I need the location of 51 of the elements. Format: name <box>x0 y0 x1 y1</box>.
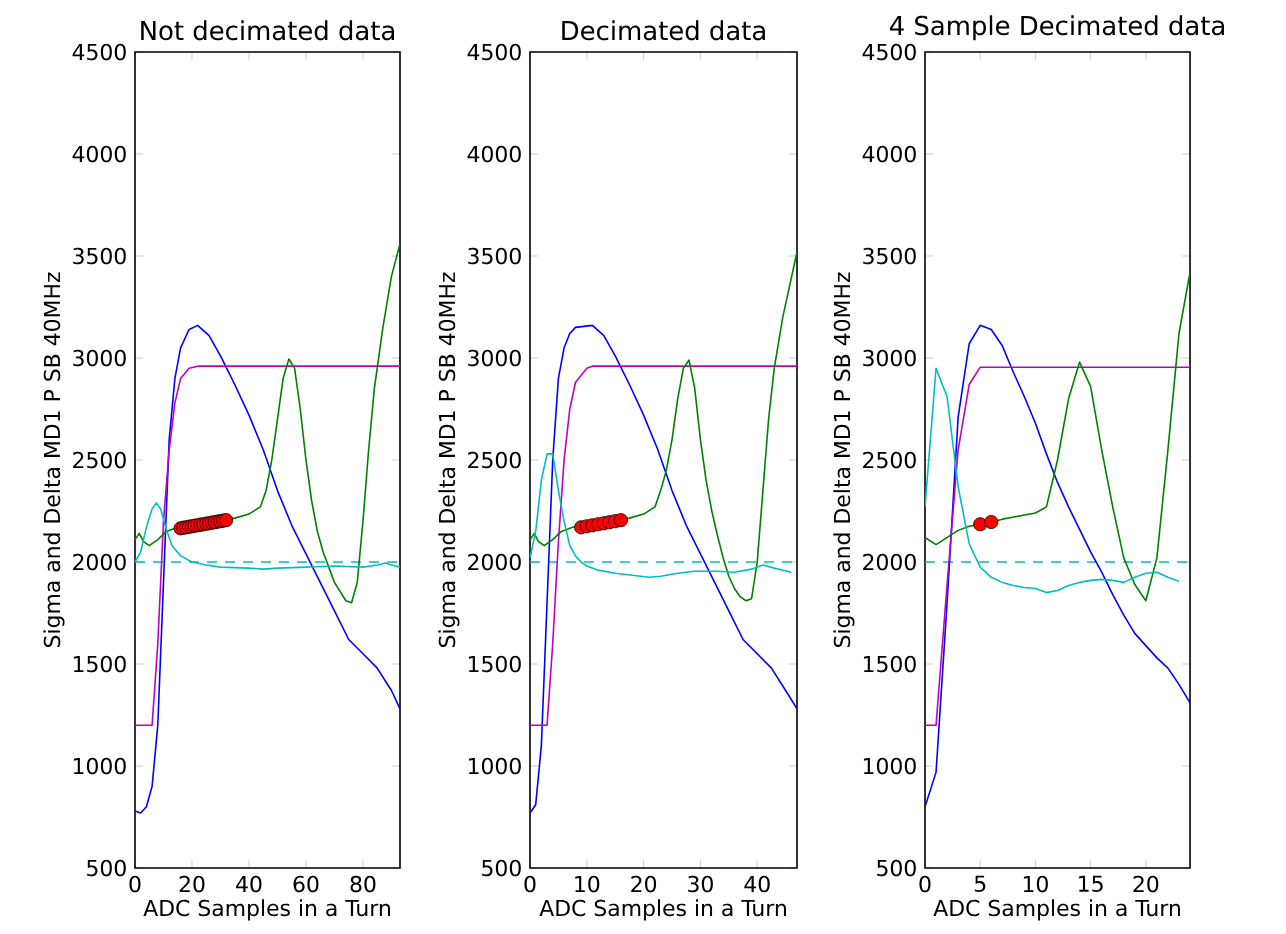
y-tick-label: 3500 <box>863 247 916 265</box>
y-tick-label: 2500 <box>468 451 521 469</box>
x-tick-label: 20 <box>179 875 205 893</box>
y-tick-label: 1000 <box>468 757 521 775</box>
y-tick-label: 2000 <box>73 553 126 571</box>
x-tick-label: 15 <box>1079 875 1103 892</box>
x-tick-label: 0 <box>129 875 141 893</box>
x-tick-label: 20 <box>631 875 657 893</box>
x-tick-label: 40 <box>236 875 262 893</box>
y-tick-label: 4500 <box>862 43 916 61</box>
x-tick-label: 0 <box>524 875 536 893</box>
y-tick-label: 1500 <box>73 655 126 673</box>
y-tick-label: 3500 <box>73 247 126 265</box>
y-tick-label: 500 <box>87 859 126 877</box>
y-tick-label: 500 <box>482 859 521 877</box>
y-tick-label: 1000 <box>863 757 916 775</box>
x-tick-label: 30 <box>688 875 713 893</box>
x-tick-label: 60 <box>293 875 319 893</box>
y-tick-label: 3000 <box>73 349 126 367</box>
y-tick-label: 3000 <box>468 349 521 367</box>
x-tick-label: 10 <box>1023 875 1048 893</box>
y-tick-label: 2500 <box>863 451 916 469</box>
y-tick-label: 1000 <box>73 757 126 775</box>
y-tick-label: 4500 <box>72 43 126 61</box>
x-axis-title: ADC Samples in a Turn <box>143 899 390 921</box>
chart-title: 4 Sample Decimated data <box>889 15 1224 41</box>
x-axis-title: ADC Samples in a Turn <box>539 899 786 921</box>
chart-title: Decimated data <box>562 20 765 41</box>
y-tick-label: 500 <box>877 859 916 877</box>
x-tick-label: 0 <box>919 875 931 893</box>
y-tick-label: 3000 <box>863 349 916 367</box>
y-axis-title: Sigma and Delta MD1 P SB 40MHz <box>438 272 460 648</box>
y-tick-label: 2000 <box>468 553 521 571</box>
y-tick-label: 1500 <box>863 655 916 673</box>
y-tick-label: 4000 <box>467 145 521 163</box>
x-tick-label: 80 <box>350 875 376 893</box>
y-tick-label: 2500 <box>73 451 126 469</box>
y-tick-label: 3500 <box>468 247 521 265</box>
y-tick-label: 4000 <box>862 145 916 163</box>
x-tick-label: 10 <box>575 875 600 893</box>
x-tick-label: 5 <box>974 875 986 892</box>
y-axis-title: Sigma and Delta MD1 P SB 40MHz <box>43 272 65 648</box>
y-tick-label: 4000 <box>72 145 126 163</box>
chart-title: Not decimated data <box>141 20 394 41</box>
y-tick-label: 4500 <box>467 43 521 61</box>
y-axis-title: Sigma and Delta MD1 P SB 40MHz <box>833 272 855 648</box>
x-tick-label: 20 <box>1133 875 1159 893</box>
y-tick-label: 1500 <box>468 655 521 673</box>
y-tick-label: 2000 <box>863 553 916 571</box>
x-axis-title: ADC Samples in a Turn <box>933 899 1180 921</box>
x-tick-label: 40 <box>744 875 770 893</box>
